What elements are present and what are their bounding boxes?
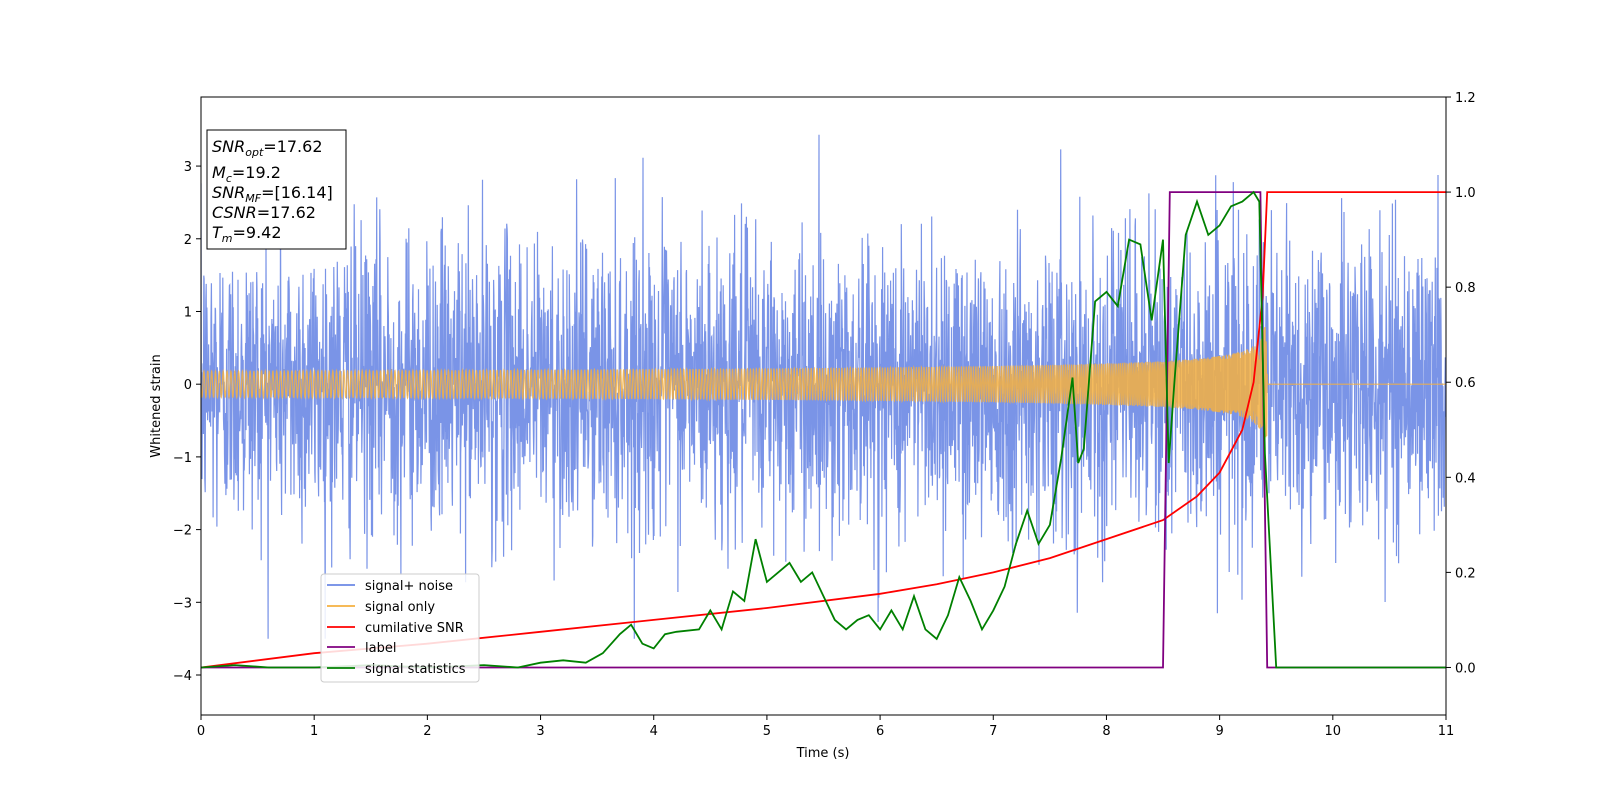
y-left-tick-label: 0	[184, 378, 192, 393]
y-left-tick-label: −4	[173, 669, 192, 684]
y-axis-left-ticks: −4 −3 −2 −1 0 1 2 3	[173, 160, 201, 684]
y-left-tick-label: −1	[173, 451, 192, 466]
y-right-tick-label: 0.4	[1455, 471, 1476, 486]
y-left-tick-label: −2	[173, 524, 192, 539]
plot-frame	[200, 96, 1447, 716]
y-right-tick-label: 1.2	[1455, 91, 1476, 106]
y-right-tick-label: 0.6	[1455, 376, 1476, 391]
y-left-tick-label: 2	[184, 233, 192, 248]
y-axis-right-ticks: 0.0 0.2 0.4 0.6 0.8 1.0 1.2	[1446, 91, 1476, 676]
annotation-tm: Tm=9.42	[212, 223, 282, 245]
x-tick-label: 8	[1102, 724, 1110, 739]
y-right-tick-label: 0.2	[1455, 566, 1476, 581]
annotation-csnr: CSNR=17.62	[212, 203, 316, 222]
annotation-snr-mf: SNRMF=[16.14]	[212, 183, 333, 205]
x-tick-label: 7	[989, 724, 997, 739]
series-line-cumulative-snr	[201, 191, 1446, 669]
series-line-signal-plus-noise	[201, 134, 1446, 639]
x-tick-label: 5	[763, 724, 771, 739]
legend-label-signal-only: signal only	[365, 600, 435, 615]
annotation-mc: Mc=19.2	[212, 163, 281, 185]
y-right-tick-label: 1.0	[1455, 186, 1476, 201]
series-line-signal-only	[201, 326, 1446, 443]
x-tick-label: 2	[423, 724, 431, 739]
series-line-signal-statistics	[201, 190, 1446, 669]
x-tick-label: 0	[197, 724, 205, 739]
y-left-tick-label: 1	[184, 305, 192, 320]
x-tick-label: 3	[536, 724, 544, 739]
x-tick-label: 11	[1438, 724, 1455, 739]
y-right-tick-label: 0.8	[1455, 281, 1476, 296]
legend-label-cumulative-snr: cumilative SNR	[365, 621, 464, 636]
x-tick-label: 9	[1215, 724, 1223, 739]
x-tick-label: 1	[310, 724, 318, 739]
x-tick-label: 10	[1325, 724, 1342, 739]
x-tick-label: 6	[876, 724, 884, 739]
legend-label-signal-plus-noise: signal+ noise	[365, 579, 453, 594]
legend: signal+ noise signal only cumilative SNR…	[320, 573, 480, 683]
legend-label-label: label	[365, 641, 396, 656]
y-left-tick-label: 3	[184, 160, 192, 175]
annotation-snr-opt: SNRopt=17.62	[212, 137, 323, 159]
x-axis-label: Time (s)	[796, 746, 850, 761]
legend-label-signal-statistics: signal statistics	[365, 662, 466, 677]
annotation-box: SNRopt=17.62 Mc=19.2 SNRMF=[16.14] CSNR=…	[206, 129, 347, 250]
x-tick-label: 4	[650, 724, 658, 739]
y-axis-label: Whitened strain	[149, 354, 164, 457]
y-left-tick-label: −3	[173, 596, 192, 611]
x-axis-ticks: 0 1 2 3 4 5 6 7 8 9 10 11	[197, 715, 1454, 739]
y-right-tick-label: 0.0	[1455, 661, 1476, 676]
